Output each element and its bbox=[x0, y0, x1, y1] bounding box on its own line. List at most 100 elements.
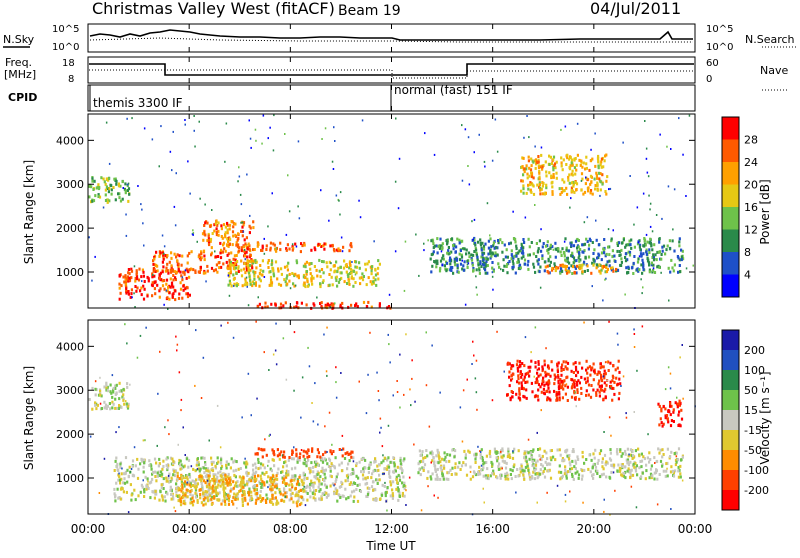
power-pixel-r5 bbox=[301, 244, 304, 248]
velocity-pixel-r4 bbox=[509, 456, 512, 459]
power-pixel-r2 bbox=[198, 270, 201, 274]
power-speckle bbox=[141, 280, 143, 283]
xtick-label: 00:00 bbox=[71, 522, 106, 536]
power-pixel-r0 bbox=[109, 183, 112, 187]
velocity-pixel-r1 bbox=[119, 462, 122, 466]
power-pixel-r7 bbox=[447, 246, 450, 249]
power-pixel-r1 bbox=[139, 289, 142, 293]
velocity-pixel-r4 bbox=[629, 471, 632, 475]
velocity-pixel-r4 bbox=[677, 447, 681, 451]
velocity-pixel-r1 bbox=[169, 485, 172, 489]
power-pixel-r3 bbox=[226, 223, 229, 227]
power-pixel-r4 bbox=[326, 265, 329, 269]
velocity-pixel-r1 bbox=[219, 470, 222, 474]
velocity-pixel-r4 bbox=[519, 470, 522, 474]
velocity-pixel-r5 bbox=[566, 361, 570, 365]
power-pixel-r8 bbox=[551, 190, 554, 194]
power-speckle bbox=[126, 117, 128, 120]
power-pixel-r9 bbox=[599, 271, 602, 275]
velocity-speckle bbox=[291, 486, 293, 489]
power-speckle bbox=[644, 120, 646, 122]
power-pixel-r2 bbox=[217, 255, 220, 258]
velocity-pixel-r4 bbox=[592, 452, 595, 456]
power-speckle bbox=[655, 214, 658, 216]
power-speckle bbox=[540, 146, 543, 149]
velocity-pixel-r1 bbox=[211, 495, 214, 499]
velocity-pixel-r4 bbox=[523, 456, 526, 460]
velocity-pixel-r5 bbox=[560, 366, 563, 370]
velocity-pixel-r5 bbox=[562, 360, 565, 364]
power-pixel-r4 bbox=[280, 267, 283, 271]
velocity-pixel-r1 bbox=[325, 491, 328, 495]
velocity-speckle bbox=[269, 433, 271, 436]
power-pixel-r8 bbox=[525, 191, 528, 195]
velocity-pixel-r4 bbox=[566, 448, 569, 452]
velocity-pixel-r1 bbox=[188, 472, 191, 476]
power-pixel-r1 bbox=[188, 293, 191, 297]
velocity-pixel-r5 bbox=[602, 365, 605, 369]
velocity-pixel-r1 bbox=[125, 490, 128, 494]
velocity-pixel-r1 bbox=[253, 472, 256, 476]
power-pixel-r7 bbox=[597, 256, 600, 259]
velocity-pixel-r1 bbox=[226, 497, 229, 501]
velocity-pixel-r4 bbox=[674, 463, 677, 467]
velocity-pixel-r1 bbox=[373, 460, 376, 464]
power-pixel-r7 bbox=[573, 265, 576, 268]
velocity-speckle bbox=[608, 416, 611, 419]
power-pixel-r7 bbox=[624, 259, 628, 263]
velocity-pixel-r4 bbox=[681, 455, 684, 459]
velocity-speckle bbox=[511, 377, 514, 380]
velocity-pixel-r1 bbox=[220, 464, 224, 468]
velocity-pixel-r1 bbox=[160, 470, 163, 474]
power-pixel-r8 bbox=[530, 190, 533, 194]
power-pixel-r2 bbox=[214, 268, 217, 272]
velocity-pixel-r1 bbox=[154, 475, 157, 478]
velocity-speckle bbox=[387, 424, 390, 427]
power-pixel-r1 bbox=[123, 280, 126, 284]
velocity-pixel-r2 bbox=[244, 498, 247, 502]
power-pixel-r2 bbox=[243, 254, 247, 258]
velocity-pixel-r2 bbox=[194, 491, 197, 495]
velocity-pixel-r1 bbox=[154, 470, 157, 474]
velocity-pixel-r0 bbox=[104, 403, 108, 407]
velocity-pixel-r1 bbox=[120, 472, 123, 476]
velocity-pixel-r4 bbox=[523, 469, 526, 473]
velocity-pixel-r4 bbox=[634, 449, 637, 453]
velocity-pixel-r2 bbox=[223, 495, 226, 499]
velocity-speckle bbox=[483, 501, 485, 504]
velocity-pixel-r1 bbox=[119, 481, 122, 485]
velocity-speckle bbox=[491, 399, 494, 402]
power-pixel-r1 bbox=[169, 277, 172, 281]
velocity-pixel-r1 bbox=[214, 473, 217, 477]
velocity-pixel-r4 bbox=[508, 453, 511, 457]
velocity-pixel-r1 bbox=[252, 471, 255, 475]
power-pixel-r4 bbox=[240, 268, 243, 272]
velocity-pixel-r1 bbox=[208, 471, 211, 475]
power-pixel-r7 bbox=[571, 251, 574, 255]
freq-left-tick-bottom: 8 bbox=[68, 74, 74, 85]
velocity-speckle bbox=[307, 346, 309, 349]
power-pixel-r6 bbox=[305, 303, 308, 307]
freq-label-line1: Freq. bbox=[5, 56, 32, 69]
velocity-pixel-r1 bbox=[151, 472, 154, 476]
power-pixel-r4 bbox=[366, 262, 369, 266]
power-pixel-r4 bbox=[358, 276, 361, 280]
power-pixel-r3 bbox=[201, 232, 205, 236]
velocity-pixel-r2 bbox=[257, 497, 260, 501]
velocity-pixel-r1 bbox=[225, 463, 228, 467]
velocity-pixel-r2 bbox=[206, 490, 209, 494]
power-pixel-r4 bbox=[337, 280, 341, 284]
velocity-pixel-r2 bbox=[180, 489, 183, 493]
power-speckle bbox=[608, 188, 610, 191]
power-pixel-r1 bbox=[151, 275, 154, 279]
velocity-pixel-r1 bbox=[318, 489, 321, 493]
velocity-pixel-r5 bbox=[570, 395, 574, 399]
velocity-pixel-r4 bbox=[564, 465, 567, 469]
velocity-speckle bbox=[473, 354, 475, 357]
power-speckle bbox=[424, 132, 426, 135]
velocity-pixel-r0 bbox=[105, 383, 108, 387]
power-pixel-r7 bbox=[484, 264, 488, 268]
velocity-pixel-r1 bbox=[263, 472, 266, 476]
velocity-pixel-r0 bbox=[106, 389, 109, 393]
power-pixel-r8 bbox=[573, 166, 576, 170]
